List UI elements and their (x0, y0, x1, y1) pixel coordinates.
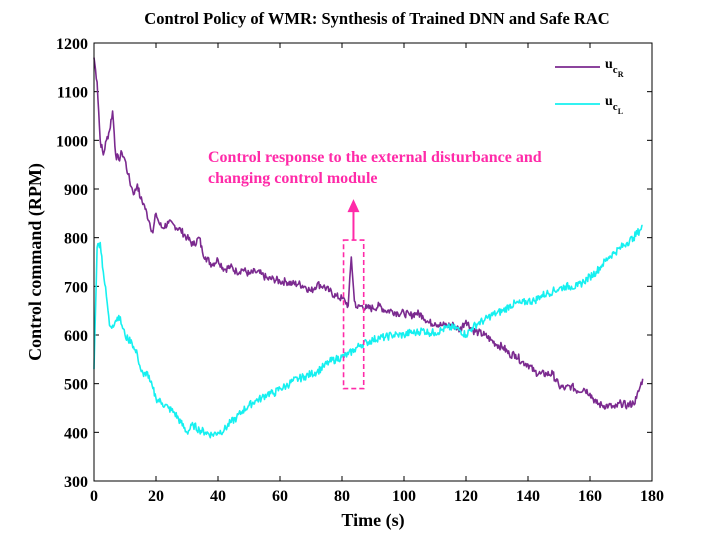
series-line-ucr (93, 57, 644, 410)
y-tick-label: 400 (64, 425, 88, 442)
x-tick-label: 120 (454, 488, 478, 505)
annotation-arrow-head (347, 199, 360, 213)
legend-label: ucR (605, 57, 624, 79)
annotation-text-line: Control response to the external disturb… (208, 149, 542, 166)
series-line-ucl (93, 224, 643, 439)
x-tick-label: 0 (90, 488, 98, 505)
y-axis-label: Control command (RPM) (25, 163, 46, 361)
y-tick-label: 700 (64, 279, 88, 296)
x-tick-label: 140 (516, 488, 540, 505)
y-tick-label: 1000 (56, 133, 88, 150)
annotation-group: Control response to the external disturb… (208, 149, 542, 390)
axis-ticks (93, 42, 653, 482)
x-tick-label: 160 (578, 488, 602, 505)
legend-label: ucL (605, 94, 623, 116)
x-tick-label: 40 (210, 488, 226, 505)
annotation-text-line: changing control module (208, 170, 378, 187)
x-tick-label: 20 (148, 488, 164, 505)
y-tick-label: 1100 (57, 85, 88, 102)
x-axis-label: Time (s) (341, 510, 404, 531)
plot-series (93, 57, 644, 439)
chart-title: Control Policy of WMR: Synthesis of Trai… (144, 9, 609, 28)
x-tick-label: 180 (640, 488, 664, 505)
y-tick-labels: 300 400 500 600 700 800 900 1000 1100 1200 (56, 36, 88, 491)
x-tick-labels: 0 20 40 60 80 100 120 140 160 180 (90, 488, 664, 505)
x-tick-label: 60 (272, 488, 288, 505)
y-tick-label: 1200 (56, 36, 88, 53)
y-tick-label: 800 (64, 231, 88, 248)
plot-frame (93, 42, 653, 482)
y-tick-label: 600 (64, 328, 88, 345)
x-tick-label: 80 (334, 488, 350, 505)
legend: ucR ucL (555, 57, 624, 116)
y-tick-label: 500 (64, 377, 88, 394)
y-tick-label: 300 (64, 474, 88, 491)
x-tick-label: 100 (392, 488, 416, 505)
y-tick-label: 900 (64, 182, 88, 199)
annotation-dashed-box (342, 239, 365, 390)
